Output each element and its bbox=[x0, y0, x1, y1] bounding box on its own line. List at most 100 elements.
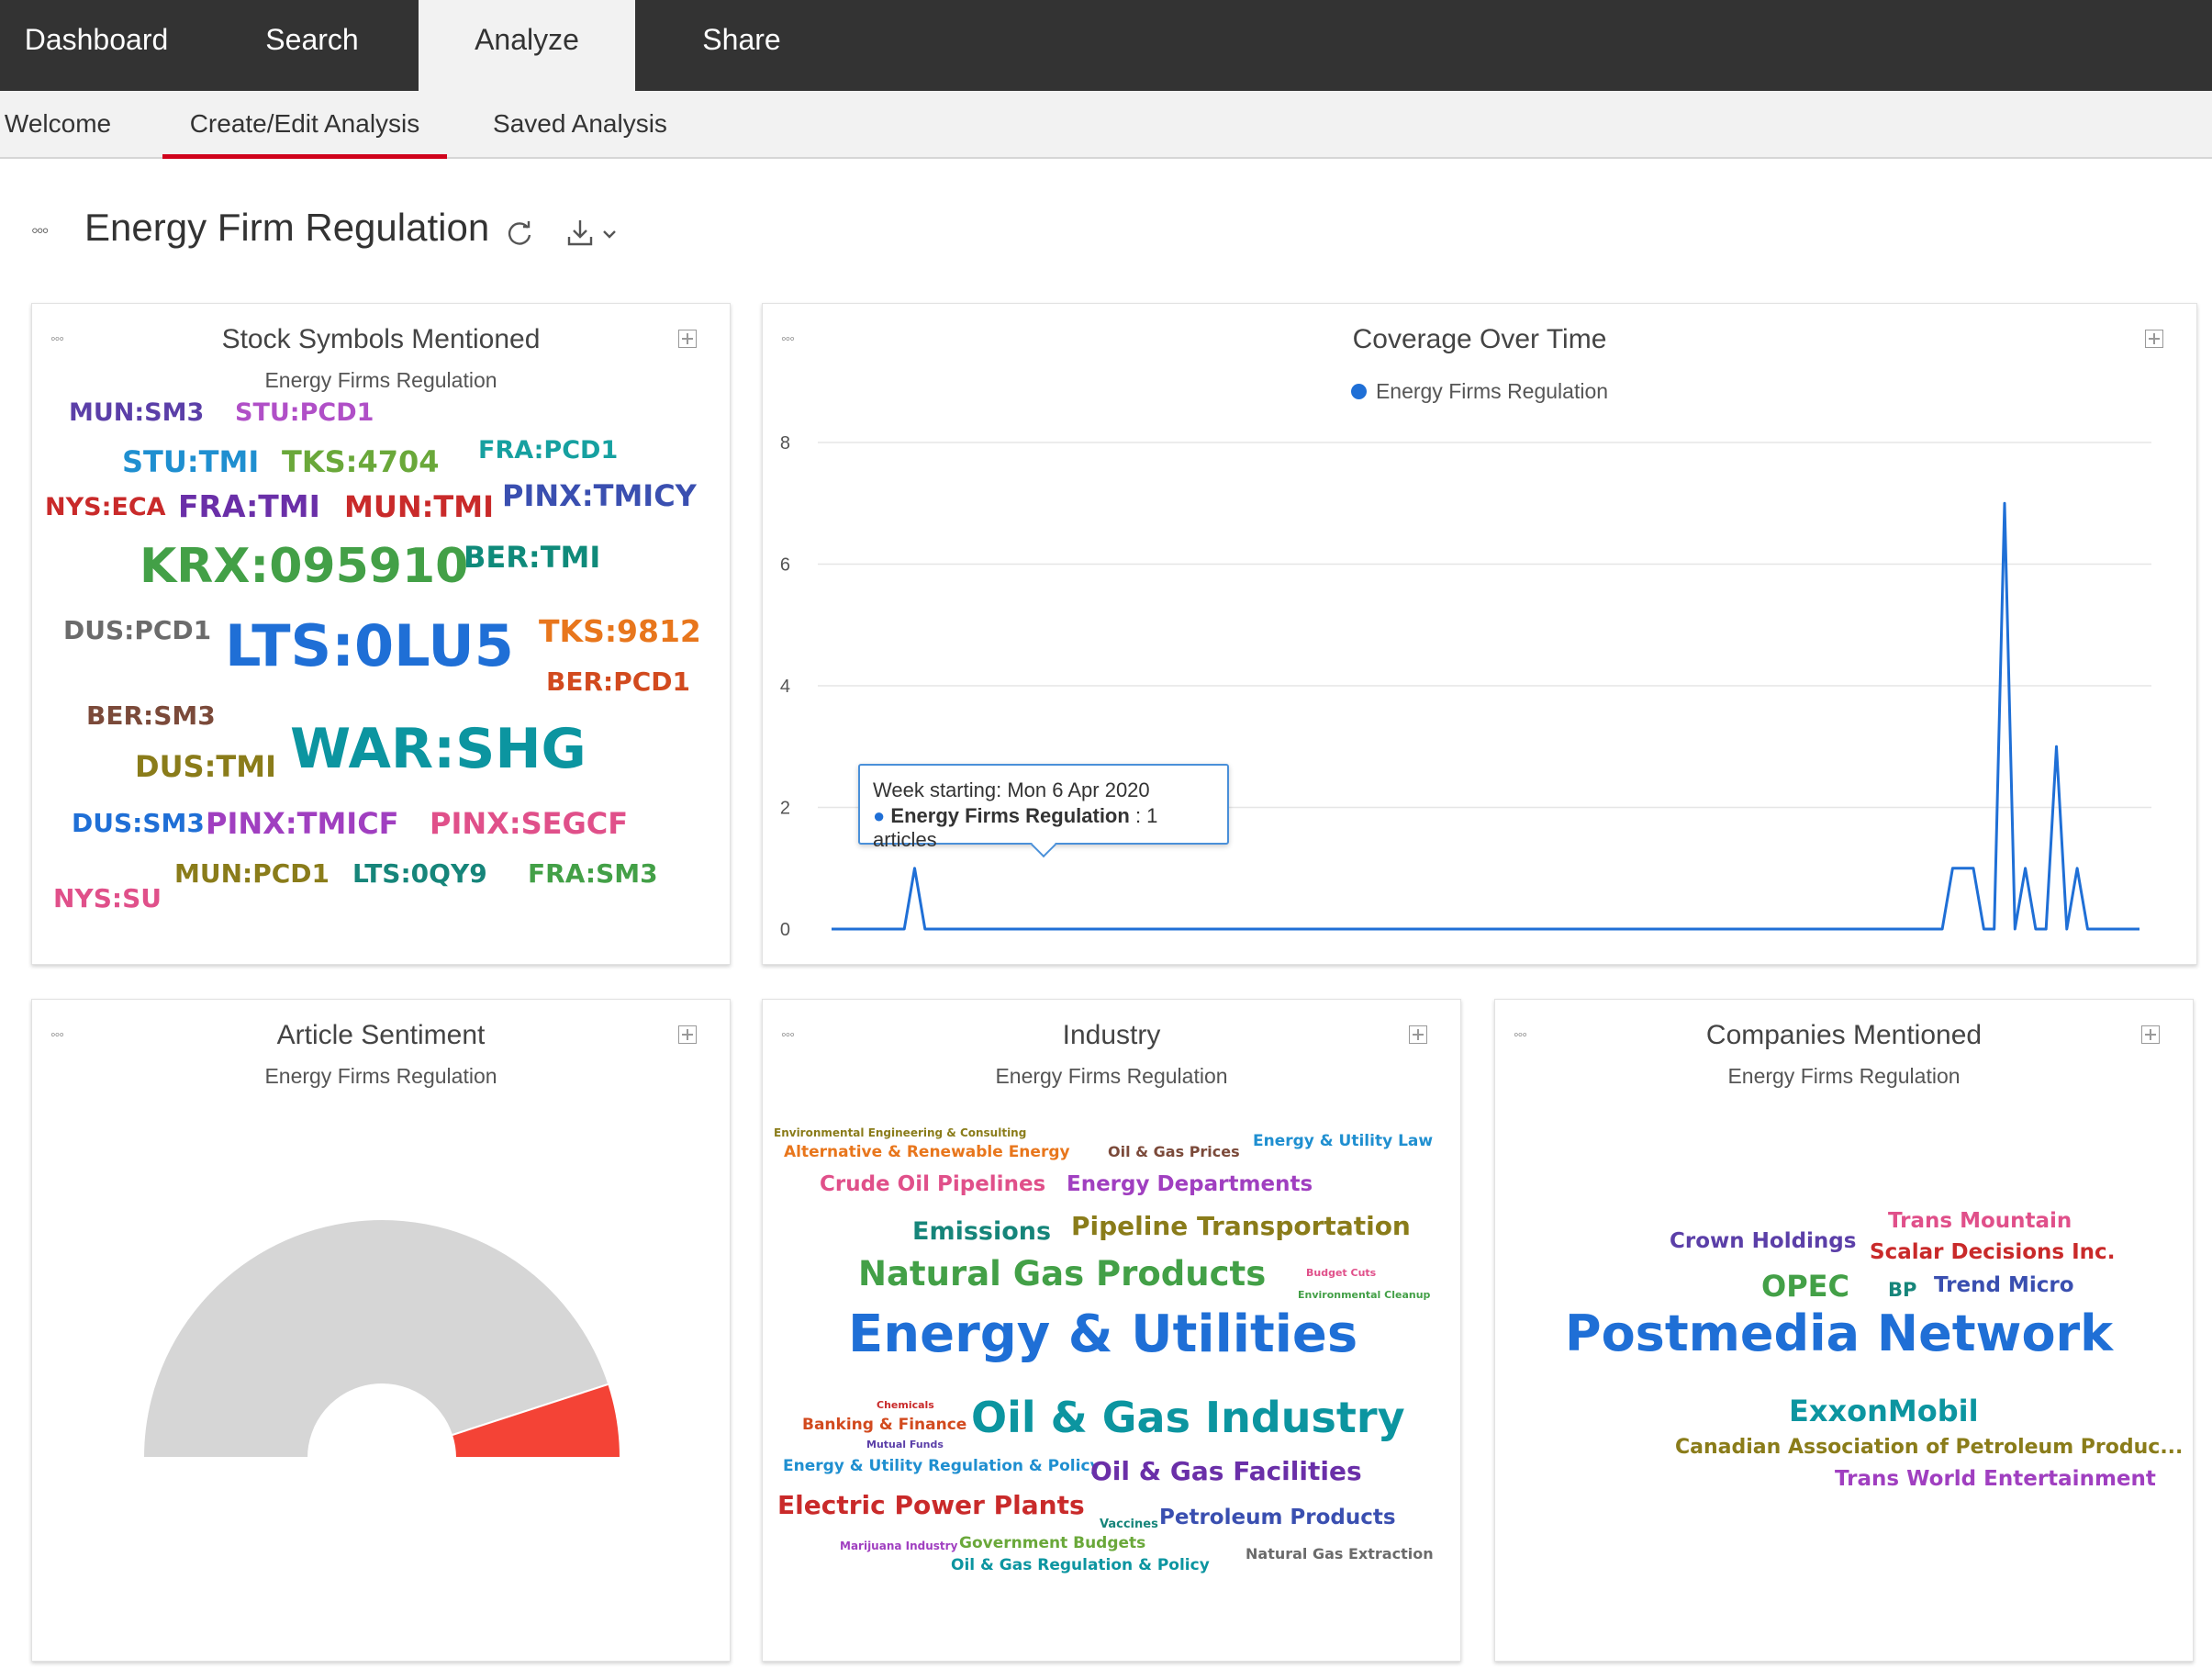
word-cloud-term[interactable]: Canadian Association of Petroleum Produc… bbox=[1675, 1436, 2184, 1459]
word-cloud-term[interactable]: Natural Gas Extraction bbox=[1246, 1545, 1434, 1562]
panel-title: Industry bbox=[1062, 1020, 1161, 1050]
panel-title: Coverage Over Time bbox=[1352, 324, 1607, 354]
word-cloud-term[interactable]: Oil & Gas Prices bbox=[1108, 1143, 1240, 1160]
word-cloud-term[interactable]: Energy & Utility Regulation & Policy bbox=[783, 1457, 1100, 1475]
word-cloud-term[interactable]: STU:TMI bbox=[122, 444, 260, 479]
sentiment-gauge bbox=[141, 1218, 622, 1459]
expand-icon[interactable] bbox=[2145, 330, 2163, 348]
word-cloud-term[interactable]: Oil & Gas Regulation & Policy bbox=[951, 1556, 1210, 1574]
gauge-segment[interactable] bbox=[141, 1218, 610, 1459]
word-cloud-term[interactable]: LTS:0LU5 bbox=[225, 612, 514, 679]
word-cloud-term[interactable]: Postmedia Network bbox=[1565, 1305, 2114, 1362]
tab-dashboard[interactable]: Dashboard bbox=[24, 23, 169, 56]
word-cloud-term[interactable]: Crude Oil Pipelines bbox=[820, 1172, 1046, 1196]
word-cloud-term[interactable]: DUS:PCD1 bbox=[63, 615, 212, 645]
word-cloud-term[interactable]: BER:PCD1 bbox=[546, 666, 691, 697]
word-cloud-term[interactable]: Mutual Funds bbox=[866, 1439, 944, 1450]
word-cloud-term[interactable]: BER:TMI bbox=[464, 540, 601, 575]
word-cloud-term[interactable]: FRA:SM3 bbox=[528, 858, 658, 889]
word-cloud-term[interactable]: Energy & Utility Law bbox=[1253, 1132, 1434, 1150]
word-cloud-term[interactable]: Energy & Utilities bbox=[848, 1305, 1358, 1364]
word-cloud-term[interactable]: FRA:PCD1 bbox=[478, 436, 619, 465]
panel-menu-icon[interactable]: ◦◦◦ bbox=[781, 1027, 795, 1043]
industry-word-cloud: Environmental Engineering & Consulting Al… bbox=[763, 1000, 1460, 1661]
word-cloud-term[interactable]: FRA:TMI bbox=[178, 488, 320, 524]
panel-menu-icon[interactable]: ◦◦◦ bbox=[781, 331, 795, 347]
word-cloud-term[interactable]: PINX:TMICY bbox=[502, 478, 697, 513]
expand-icon[interactable] bbox=[678, 330, 697, 348]
word-cloud-term[interactable]: OPEC bbox=[1761, 1269, 1849, 1304]
panel-title: Article Sentiment bbox=[276, 1020, 486, 1050]
stock-symbols-panel: ◦◦◦ Stock Symbols Mentioned Energy Firms… bbox=[31, 303, 731, 965]
page-menu-icon[interactable]: ◦◦◦ bbox=[31, 218, 49, 241]
word-cloud-term[interactable]: MUN:TMI bbox=[344, 489, 494, 524]
word-cloud-term[interactable]: NYS:ECA bbox=[45, 493, 166, 521]
word-cloud-term[interactable]: Vaccines bbox=[1100, 1518, 1158, 1531]
word-cloud-term[interactable]: NYS:SU bbox=[53, 883, 162, 913]
word-cloud-term[interactable]: BP bbox=[1888, 1279, 1917, 1301]
word-cloud-term[interactable]: Budget Cuts bbox=[1306, 1267, 1377, 1279]
word-cloud-term[interactable]: Environmental Engineering & Consulting bbox=[774, 1126, 1027, 1139]
word-cloud-term[interactable]: Marijuana Industry bbox=[840, 1540, 958, 1552]
word-cloud-term[interactable]: Chemicals bbox=[877, 1399, 934, 1411]
tooltip-dot-icon: ● bbox=[873, 804, 886, 827]
legend-dot-icon bbox=[1350, 384, 1367, 399]
word-cloud-term[interactable]: MUN:SM3 bbox=[69, 398, 205, 427]
industry-panel: ◦◦◦ Industry Energy Firms Regulation Env… bbox=[762, 999, 1461, 1662]
word-cloud-term[interactable]: Alternative & Renewable Energy bbox=[784, 1143, 1070, 1161]
expand-icon[interactable] bbox=[1409, 1025, 1427, 1044]
word-cloud-term[interactable]: Electric Power Plants bbox=[777, 1490, 1085, 1520]
word-cloud-term[interactable]: Trend Micro bbox=[1934, 1273, 2074, 1297]
word-cloud-term[interactable]: Trans Mountain bbox=[1888, 1209, 2072, 1233]
word-cloud-term[interactable]: Petroleum Products bbox=[1159, 1506, 1396, 1529]
y-tick-label: 6 bbox=[780, 555, 790, 576]
gauge-segment[interactable] bbox=[450, 1383, 622, 1459]
word-cloud-term[interactable]: PINX:TMICF bbox=[206, 806, 399, 841]
word-cloud-term[interactable]: TKS:4704 bbox=[282, 444, 440, 479]
word-cloud-term[interactable]: Oil & Gas Facilities bbox=[1090, 1456, 1362, 1486]
tooltip-series: Energy Firms Regulation bbox=[890, 804, 1130, 827]
word-cloud-term[interactable]: LTS:0QY9 bbox=[352, 858, 487, 889]
chart-tooltip: Week starting: Mon 6 Apr 2020 ● Energy F… bbox=[858, 764, 1229, 851]
word-cloud-term[interactable]: Scalar Decisions Inc. bbox=[1870, 1240, 2116, 1264]
tab-search[interactable]: Search bbox=[265, 23, 359, 56]
chart-legend[interactable]: Energy Firms Regulation bbox=[763, 379, 2196, 404]
word-cloud-term[interactable]: Crown Holdings bbox=[1670, 1229, 1857, 1253]
word-cloud-term[interactable]: Natural Gas Products bbox=[858, 1254, 1267, 1294]
word-cloud-term[interactable]: TKS:9812 bbox=[539, 613, 701, 649]
subtab-welcome[interactable]: Welcome bbox=[4, 109, 112, 138]
word-cloud-term[interactable]: Emissions bbox=[912, 1217, 1052, 1246]
expand-icon[interactable] bbox=[678, 1025, 697, 1044]
word-cloud-term[interactable]: Banking & Finance bbox=[802, 1416, 967, 1434]
panel-menu-icon[interactable]: ◦◦◦ bbox=[50, 1027, 64, 1043]
word-cloud-term[interactable]: Trans World Entertainment bbox=[1835, 1467, 2156, 1491]
word-cloud-term[interactable]: DUS:SM3 bbox=[72, 808, 205, 838]
word-cloud-term[interactable]: Government Budgets bbox=[959, 1534, 1146, 1552]
word-cloud-term[interactable]: Pipeline Transportation bbox=[1071, 1211, 1411, 1241]
subtab-saved-analysis[interactable]: Saved Analysis bbox=[493, 109, 667, 138]
word-cloud-term[interactable]: STU:PCD1 bbox=[235, 398, 374, 427]
coverage-panel: ◦◦◦ Coverage Over Time Energy Firms Regu… bbox=[762, 303, 2197, 965]
series-line[interactable] bbox=[832, 501, 2139, 931]
download-icon[interactable] bbox=[565, 217, 626, 250]
word-cloud-term[interactable]: KRX:095910 bbox=[140, 539, 469, 594]
subtab-create-edit-analysis[interactable]: Create/Edit Analysis bbox=[162, 91, 447, 159]
word-cloud-term[interactable]: Oil & Gas Industry bbox=[971, 1393, 1405, 1442]
word-cloud-term[interactable]: ExxonMobil bbox=[1789, 1394, 1979, 1428]
word-cloud-term[interactable]: Environmental Cleanup bbox=[1298, 1289, 1431, 1301]
word-cloud-term[interactable]: Energy Departments bbox=[1067, 1172, 1313, 1196]
expand-icon[interactable] bbox=[2141, 1025, 2160, 1044]
word-cloud-term[interactable]: PINX:SEGCF bbox=[430, 806, 629, 841]
panel-menu-icon[interactable]: ◦◦◦ bbox=[50, 331, 64, 347]
tab-share[interactable]: Share bbox=[702, 23, 781, 56]
word-cloud-term[interactable]: MUN:PCD1 bbox=[174, 858, 330, 889]
word-cloud-term[interactable]: DUS:TMI bbox=[135, 749, 276, 784]
panel-subtitle: Energy Firms Regulation bbox=[264, 1064, 497, 1088]
tab-analyze[interactable]: Analyze bbox=[419, 0, 635, 91]
panel-menu-icon[interactable]: ◦◦◦ bbox=[1514, 1027, 1527, 1043]
refresh-icon[interactable] bbox=[503, 217, 536, 250]
word-cloud-term[interactable]: BER:SM3 bbox=[86, 700, 216, 731]
word-cloud-term[interactable]: WAR:SHG bbox=[290, 717, 587, 781]
legend-label: Energy Firms Regulation bbox=[1375, 379, 1609, 403]
y-tick-label: 0 bbox=[780, 920, 790, 940]
